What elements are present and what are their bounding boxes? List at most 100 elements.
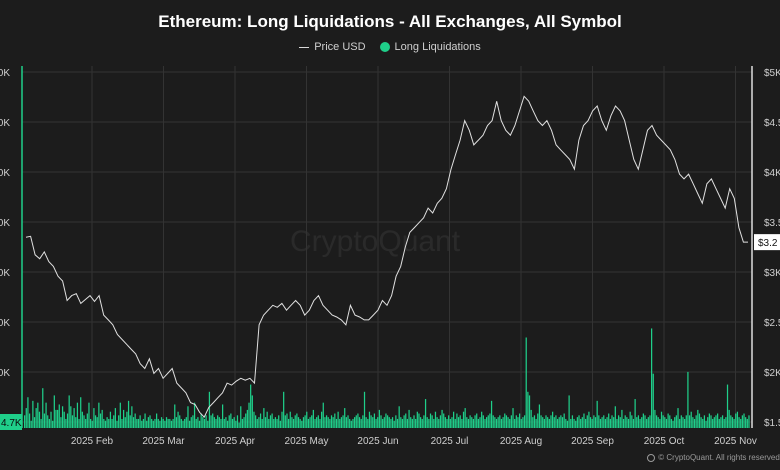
liquidation-bar (545, 415, 547, 428)
liquidation-bar (358, 417, 361, 428)
liquidation-bar (467, 418, 470, 428)
liquidation-bar (601, 417, 603, 428)
liquidation-bar (93, 408, 95, 428)
liquidation-bar (306, 411, 308, 428)
liquidation-bar (573, 418, 575, 428)
liquidation-bar (217, 415, 219, 428)
liquidation-bar (185, 417, 187, 428)
liquidation-bar (57, 409, 59, 428)
liquidation-bar (585, 418, 587, 428)
liquidation-bar (119, 402, 121, 428)
liquidation-bar (441, 409, 443, 428)
liquidation-bar (429, 413, 432, 428)
liquidation-bar (723, 418, 725, 428)
liquidation-bar (279, 420, 281, 428)
liquidation-bar (137, 418, 140, 428)
liquidation-bar (613, 417, 615, 428)
liquidation-bar (332, 417, 334, 428)
liquidation-bar (685, 415, 687, 428)
liquidation-bar (132, 417, 135, 428)
liquidation-bar (96, 417, 98, 428)
liquidation-bar (25, 408, 27, 428)
liquidation-bar (459, 415, 461, 428)
liquidation-bar (182, 420, 184, 428)
right-current-label: $3.2 (758, 238, 778, 249)
liquidation-bar (340, 417, 343, 428)
liquidation-bar (403, 415, 405, 428)
liquidation-bar (329, 418, 331, 428)
liquidation-bar (446, 418, 448, 428)
liquidation-bar (420, 417, 422, 428)
liquidation-bar (360, 418, 362, 428)
liquidation-bar (251, 395, 253, 428)
liquidation-bar (235, 420, 237, 428)
liquidation-bar (377, 417, 379, 428)
liquidation-bar (708, 413, 710, 428)
liquidation-bar (398, 406, 400, 428)
liquidation-bar (378, 409, 380, 428)
liquidation-bar (177, 411, 179, 428)
liquidation-bar (81, 411, 83, 428)
liquidation-bar (55, 409, 57, 428)
liquidation-bar (86, 413, 88, 428)
liquidation-bar (301, 420, 303, 428)
liquidation-bar (273, 418, 275, 428)
legend-item-price[interactable]: Price USD (299, 41, 366, 53)
chart-legend: Price USD Long Liquidations (0, 41, 780, 53)
liquidation-bar (162, 418, 164, 428)
liquidation-bar (347, 415, 349, 428)
liquidation-bar (616, 418, 618, 428)
liquidation-bar (682, 417, 684, 428)
liquidation-bar (718, 418, 720, 428)
liquidation-bar (581, 417, 583, 428)
liquidation-bar (327, 417, 329, 428)
liquidation-bar (509, 418, 511, 428)
liquidation-bar (596, 400, 598, 428)
liquidation-bar (627, 418, 630, 428)
liquidation-bar (136, 418, 138, 428)
right-tick-label: $3K (764, 268, 780, 279)
liquidation-bar (565, 418, 567, 428)
liquidation-bar (71, 415, 74, 428)
liquidation-bar (302, 417, 305, 428)
liquidation-bar (289, 411, 291, 428)
liquidation-bar (748, 415, 750, 428)
liquidation-bar (253, 411, 255, 428)
liquidation-bar (283, 391, 285, 428)
liquidation-bar (454, 418, 456, 428)
liquidation-bar (495, 418, 498, 428)
right-current-badge (754, 234, 780, 251)
x-tick-label: 2025 Oct (644, 436, 685, 447)
liquidation-bar (490, 400, 493, 428)
liquidation-bar (443, 413, 445, 428)
liquidation-bar (61, 406, 64, 428)
liquidation-bar (66, 413, 69, 428)
liquidation-bar (263, 408, 265, 428)
watermark-text: CryptoQuant (290, 225, 461, 258)
liquidation-bar (415, 418, 417, 428)
liquidation-bar (325, 415, 328, 428)
price-line-group (25, 95, 748, 418)
liquidation-bar (457, 417, 460, 428)
liquidation-bar (672, 420, 674, 428)
liquidation-bar (687, 371, 689, 428)
liquidation-bar (527, 391, 529, 428)
liquidation-bar (439, 415, 442, 428)
liquidation-bar (317, 415, 319, 428)
liquidation-bar (30, 420, 32, 428)
liquidation-bar (464, 408, 466, 428)
liquidation-bar (187, 406, 189, 428)
liquidation-bar (406, 418, 409, 428)
liquidation-bar (486, 417, 488, 428)
liquidation-bar (713, 417, 715, 428)
liquidation-bar (626, 417, 628, 428)
liquidation-bar (477, 418, 479, 428)
liquidation-bar (728, 409, 730, 428)
liquidation-bar (169, 418, 171, 428)
liquidation-bar (674, 417, 676, 428)
liquidation-bar (703, 415, 706, 428)
liquidation-bar (269, 415, 272, 428)
x-tick-label: 2025 Jun (357, 436, 398, 447)
legend-item-liquidations[interactable]: Long Liquidations (379, 41, 481, 53)
